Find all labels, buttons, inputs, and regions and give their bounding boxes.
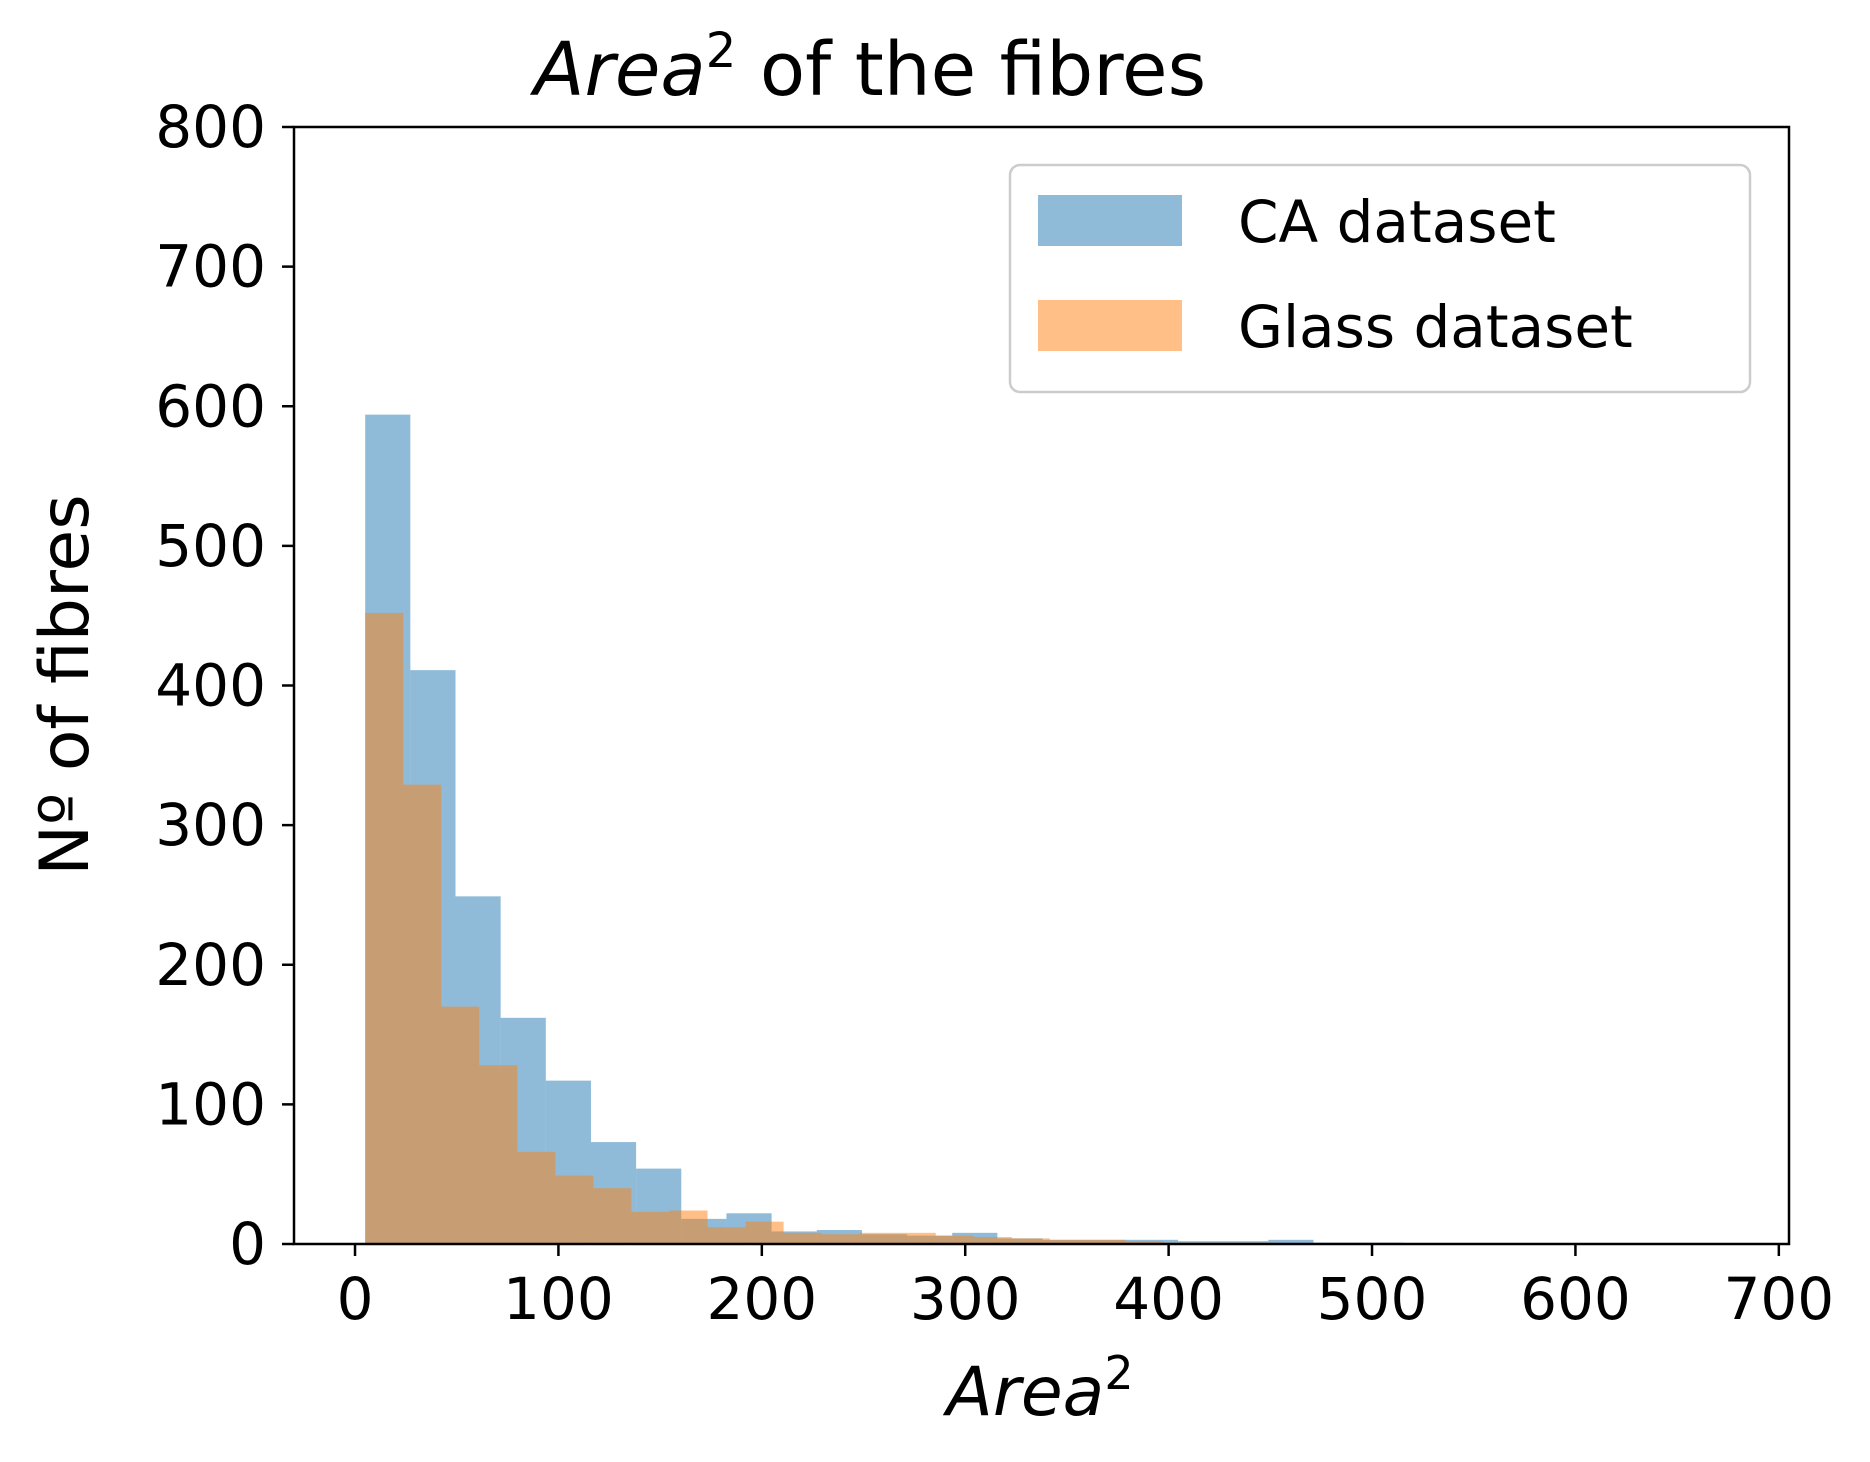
- y-tick-label: 0: [229, 1210, 266, 1278]
- legend-swatch-ca: [1038, 195, 1182, 246]
- glass-bar: [1049, 1239, 1088, 1244]
- x-tick-label: 700: [1723, 1265, 1834, 1333]
- legend: CA dataset Glass dataset: [1008, 163, 1752, 394]
- glass-bar: [783, 1232, 822, 1244]
- glass-bar: [707, 1227, 746, 1244]
- glass-bar: [1011, 1238, 1050, 1244]
- chart-title-main: Area: [530, 27, 706, 113]
- glass-bar: [555, 1175, 594, 1244]
- glass-bar: [669, 1210, 708, 1244]
- glass-bar: [593, 1188, 632, 1244]
- glass-bar: [517, 1151, 556, 1244]
- y-tick-label: 500: [155, 512, 266, 580]
- glass-bar: [479, 1065, 518, 1244]
- x-axis-label-main: Area: [942, 1353, 1104, 1432]
- y-axis-ticks: 0 100 200 300 400 500 600 700 800: [155, 93, 294, 1278]
- glass-bar: [935, 1235, 974, 1244]
- x-tick-label: 100: [503, 1265, 614, 1333]
- x-axis-ticks: 0 100 200 300 400 500 600 700: [337, 1244, 1834, 1333]
- chart-title-rest: of the fibres: [736, 27, 1206, 113]
- glass-bar: [821, 1234, 860, 1244]
- x-axis-label: Area2: [942, 1346, 1133, 1432]
- y-axis-label: Nº of fibres: [26, 494, 105, 875]
- glass-bar: [973, 1237, 1012, 1244]
- chart-title: Area2 of the fibres: [530, 23, 1206, 113]
- y-tick-label: 400: [155, 652, 266, 720]
- glass-dataset-bars: [365, 612, 1279, 1244]
- glass-bar: [365, 612, 404, 1244]
- legend-label-ca: CA dataset: [1238, 188, 1556, 256]
- x-tick-label: 300: [910, 1265, 1021, 1333]
- glass-bar: [859, 1232, 898, 1244]
- y-tick-label: 300: [155, 791, 266, 859]
- legend-swatch-glass: [1038, 300, 1182, 351]
- chart-title-superscript: 2: [706, 23, 737, 79]
- y-tick-label: 700: [155, 233, 266, 301]
- y-tick-label: 800: [155, 93, 266, 161]
- y-tick-label: 200: [155, 931, 266, 999]
- glass-bar: [631, 1211, 670, 1244]
- x-axis-label-superscript: 2: [1104, 1346, 1133, 1400]
- glass-bar: [403, 784, 442, 1244]
- x-tick-label: 200: [706, 1265, 817, 1333]
- x-tick-label: 600: [1520, 1265, 1631, 1333]
- y-tick-label: 600: [155, 372, 266, 440]
- glass-bar: [1125, 1241, 1164, 1244]
- glass-bar: [745, 1221, 784, 1244]
- glass-bar: [897, 1232, 936, 1244]
- x-tick-label: 500: [1317, 1265, 1428, 1333]
- x-tick-label: 0: [337, 1265, 374, 1333]
- ca-bar: [1268, 1239, 1314, 1244]
- y-tick-label: 100: [155, 1070, 266, 1138]
- x-tick-label: 400: [1113, 1265, 1224, 1333]
- glass-bar: [441, 1006, 480, 1244]
- legend-label-glass: Glass dataset: [1238, 293, 1633, 361]
- ca-dataset-bars: [365, 414, 1404, 1244]
- legend-box: [1008, 163, 1752, 394]
- glass-bar: [1087, 1239, 1126, 1244]
